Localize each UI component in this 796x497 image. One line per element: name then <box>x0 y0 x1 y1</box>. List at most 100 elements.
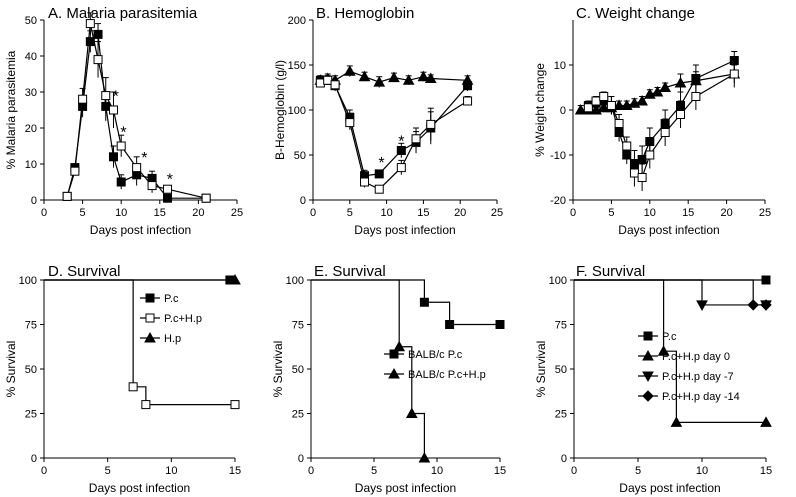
data-point <box>674 76 687 88</box>
data-point <box>85 19 95 29</box>
data-point <box>411 134 421 144</box>
data-point <box>729 69 739 79</box>
data-point <box>591 96 601 106</box>
x-axis-label: Days post infection <box>355 481 456 495</box>
x-axis-label: Days post infection <box>90 223 191 237</box>
data-point <box>147 181 157 191</box>
y-axis-label: % Weight change <box>533 63 547 157</box>
x-tick-label: 0 <box>310 207 316 219</box>
legend-label: BALB/c P.c <box>408 349 463 361</box>
chart-title: E. Survival <box>314 263 386 280</box>
x-tick-label: 15 <box>760 465 772 477</box>
data-point <box>657 345 670 356</box>
x-axis-label: Days post infection <box>618 223 719 237</box>
y-tick-label: 75 <box>25 320 37 332</box>
series-1 <box>315 75 473 182</box>
x-tick-label: 10 <box>165 465 177 477</box>
survival-line <box>311 279 425 458</box>
legend-label: P.c <box>662 331 677 343</box>
significance-star: * <box>113 89 119 106</box>
significance-star: * <box>398 134 404 151</box>
legend-marker <box>642 390 654 402</box>
legend-label: P.c+H.p day -7 <box>662 371 734 383</box>
data-point <box>691 74 701 83</box>
series-0 <box>311 279 505 329</box>
legend-marker <box>643 331 653 341</box>
data-point <box>358 70 371 82</box>
x-tick-label: 10 <box>696 465 708 477</box>
data-point <box>374 184 384 194</box>
data-point <box>760 416 772 427</box>
x-axis-label: Days post infection <box>354 223 455 237</box>
y-tick-label: 0 <box>560 105 566 117</box>
data-point <box>574 103 587 115</box>
data-point <box>393 340 406 352</box>
y-tick-label: 150 <box>288 60 306 72</box>
y-tick-label: 50 <box>25 364 37 376</box>
series-3 <box>574 279 772 311</box>
data-point <box>597 101 610 113</box>
y-tick-label: 0 <box>31 195 37 207</box>
x-tick-label: 25 <box>759 207 771 219</box>
data-point <box>670 416 683 427</box>
data-point <box>116 141 126 151</box>
data-point <box>93 55 103 65</box>
data-point <box>388 71 400 83</box>
chart-f: F. Survival 0 5 10 15 0 25 50 75 100 Days post inf… <box>534 263 772 495</box>
x-tick-label: 5 <box>347 207 353 219</box>
data-point <box>676 110 686 119</box>
y-tick-label: 75 <box>555 320 567 332</box>
data-point <box>323 75 333 85</box>
x-tick-label: 15 <box>494 465 506 477</box>
series-1 <box>44 279 240 410</box>
chart-title: C. Weight change <box>576 5 695 22</box>
legend: P.c P.c+H.p H.p <box>140 293 202 345</box>
y-tick-label: -20 <box>550 195 566 207</box>
data-point <box>761 275 771 285</box>
x-axis-label: Days post infection <box>89 481 190 495</box>
chart-e: E. Survival 0 5 10 15 0 25 50 75 100 Days post inf… <box>271 263 506 495</box>
data-point <box>93 29 103 39</box>
chart-title: F. Survival <box>576 263 645 280</box>
legend-marker <box>145 293 155 303</box>
data-point <box>495 320 505 329</box>
data-point <box>396 146 406 155</box>
data-point <box>622 141 632 151</box>
series-2 <box>44 273 241 285</box>
data-point <box>418 451 431 463</box>
y-axis-label: % Survival <box>4 341 18 398</box>
data-point <box>101 91 111 101</box>
y-tick-label: -10 <box>550 150 566 162</box>
series-1 <box>311 279 431 463</box>
data-point <box>405 407 418 418</box>
y-tick-label: 100 <box>19 275 37 287</box>
y-axis-label: % Malaria parasitemia <box>4 50 18 169</box>
y-tick-label: 20 <box>25 123 37 135</box>
data-point <box>343 65 356 76</box>
data-point <box>636 94 648 106</box>
legend: BALB/c P.c BALB/c P.c+H.p <box>384 349 486 381</box>
y-tick-label: 25 <box>292 409 304 421</box>
y-tick-label: 100 <box>288 105 306 117</box>
data-point <box>163 184 173 194</box>
data-point <box>417 70 430 82</box>
significance-star: * <box>167 171 173 188</box>
y-tick-label: 0 <box>298 453 304 465</box>
data-point <box>696 300 708 311</box>
chart-title: A. Malaria parasitemia <box>48 5 198 22</box>
data-point <box>659 81 672 92</box>
data-point <box>315 78 325 88</box>
y-tick-label: 25 <box>555 409 567 421</box>
y-tick-label: 50 <box>292 364 304 376</box>
legend-label: P.c+H.p <box>164 313 202 325</box>
chart-c: C. Weight change 0 5 10 15 20 25 -20 -10 0 10 Days … <box>533 5 771 237</box>
data-point <box>637 173 647 182</box>
y-tick-label: 50 <box>555 364 567 376</box>
x-tick-label: 10 <box>431 465 443 477</box>
data-point <box>345 118 355 128</box>
significance-star: * <box>141 150 147 167</box>
legend-marker <box>642 371 654 383</box>
x-tick-label: 5 <box>635 465 641 477</box>
series-2 <box>315 75 473 194</box>
series-1 <box>583 51 739 178</box>
